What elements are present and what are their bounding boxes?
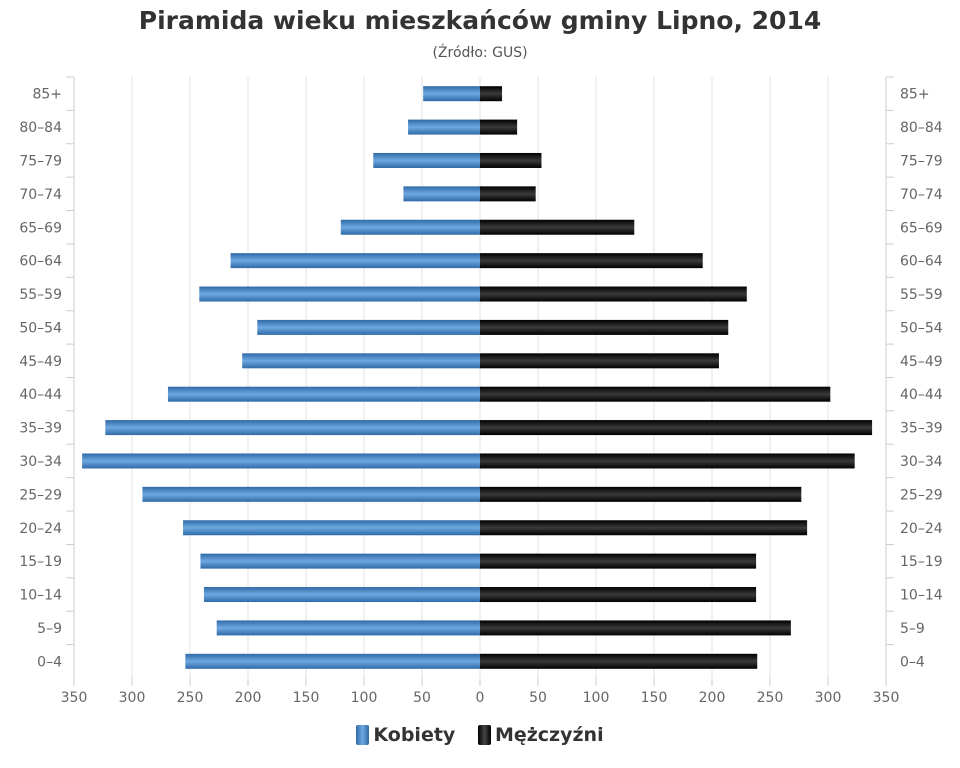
x-tick-label: 350 [873,690,900,706]
y-tick-label-left: 10–14 [19,588,62,604]
bar-mezczyzni-60-64 [480,253,703,269]
y-tick-label-right: 10–14 [900,588,943,604]
y-tick-label-left: 60–64 [19,254,62,270]
bar-kobiety-30-34 [82,453,481,469]
y-tick-label-left: 70–74 [19,187,62,203]
x-tick-label: 350 [61,690,88,706]
bar-kobiety-35-39 [105,420,480,436]
bar-mezczyzni-85+ [480,86,503,102]
y-tick-label-left: 50–54 [19,320,62,336]
bar-kobiety-70-74 [403,186,480,202]
y-tick-label-left: 80–84 [19,120,62,136]
y-tick-label-right: 15–19 [900,554,943,570]
bar-kobiety-10-14 [203,587,481,603]
legend-item-kobiety[interactable]: Kobiety [356,724,455,746]
x-tick-label: 150 [293,690,320,706]
bar-kobiety-0-4 [185,653,481,669]
y-tick-label-right: 55–59 [900,287,943,303]
legend-swatch-mezczyzni [477,725,491,745]
y-tick-label-right: 0–4 [900,654,925,670]
bar-mezczyzni-15-19 [480,553,757,569]
chart-title: Piramida wieku mieszkańców gminy Lipno, … [138,6,822,35]
bar-kobiety-50-54 [257,319,480,335]
bar-mezczyzni-50-54 [480,319,729,335]
x-tick-label: 0 [476,690,485,706]
y-tick-label-right: 20–24 [900,521,943,537]
bar-kobiety-85+ [423,86,480,102]
bar-mezczyzni-75-79 [480,152,542,168]
y-tick-label-right: 40–44 [900,387,943,403]
y-tick-label-right: 75–79 [900,153,943,169]
bar-mezczyzni-70-74 [480,186,536,202]
x-tick-label: 300 [815,690,842,706]
bar-mezczyzni-55-59 [480,286,747,302]
y-tick-label-left: 35–39 [19,421,62,437]
bar-mezczyzni-35-39 [480,420,873,436]
bar-mezczyzni-25-29 [480,486,802,502]
legend-swatch-kobiety [356,725,370,745]
y-tick-label-right: 70–74 [900,187,943,203]
y-tick-label-left: 45–49 [19,354,62,370]
y-tick-label-left: 65–69 [19,220,62,236]
bar-kobiety-40-44 [167,386,480,402]
y-tick-label-right: 30–34 [900,454,943,470]
y-tick-label-left: 30–34 [19,454,62,470]
y-tick-label-left: 85+ [32,87,62,103]
x-tick-label: 200 [699,690,726,706]
y-tick-label-right: 50–54 [900,320,943,336]
bar-kobiety-80-84 [408,119,480,135]
bar-mezczyzni-0-4 [480,653,758,669]
y-tick-label-left: 55–59 [19,287,62,303]
bar-mezczyzni-45-49 [480,353,719,369]
bar-mezczyzni-30-34 [480,453,855,469]
population-pyramid-chart: 350 300 250 200 150 100 50 0 50 100 150 200 250 300 35… [19,76,943,706]
x-tick-label: 50 [529,690,547,706]
bar-mezczyzni-40-44 [480,386,831,402]
legend: Kobiety Mężczyźni [0,724,960,750]
bar-kobiety-45-49 [242,353,480,369]
bar-mezczyzni-65-69 [480,219,635,235]
y-tick-label-left: 75–79 [19,153,62,169]
x-tick-label: 200 [235,690,262,706]
bar-kobiety-25-29 [142,486,480,502]
bar-mezczyzni-80-84 [480,119,518,135]
x-tick-label: 250 [757,690,784,706]
bar-mezczyzni-5-9 [480,620,791,636]
x-tick-label: 50 [413,690,431,706]
y-tick-label-right: 35–39 [900,421,943,437]
chart-subtitle: (Źródło: GUS) [432,45,528,61]
y-tick-label-left: 20–24 [19,521,62,537]
y-tick-label-right: 45–49 [900,354,943,370]
x-tick-label: 100 [351,690,378,706]
y-tick-label-left: 40–44 [19,387,62,403]
legend-label: Mężczyźni [494,724,604,746]
bar-mezczyzni-10-14 [480,587,757,603]
y-tick-label-right: 85+ [900,87,930,103]
bar-kobiety-60-64 [230,253,480,269]
bar-kobiety-75-79 [373,152,480,168]
bar-kobiety-5-9 [216,620,480,636]
bar-kobiety-65-69 [340,219,480,235]
x-tick-label: 250 [177,690,204,706]
y-tick-label-left: 0–4 [37,654,62,670]
y-tick-label-right: 60–64 [900,254,943,270]
x-tick-label: 300 [119,690,146,706]
legend-label: Kobiety [373,724,456,746]
legend-item-mezczyzni[interactable]: Mężczyźni [477,724,604,746]
y-tick-label-right: 65–69 [900,220,943,236]
bar-kobiety-20-24 [183,520,481,536]
bar-kobiety-55-59 [199,286,480,302]
x-tick-label: 100 [583,690,610,706]
y-tick-label-left: 15–19 [19,554,62,570]
y-tick-label-right: 5–9 [900,621,925,637]
x-tick-label: 150 [641,690,668,706]
bar-mezczyzni-20-24 [480,520,808,536]
bar-kobiety-15-19 [200,553,480,569]
y-tick-label-right: 25–29 [900,487,943,503]
y-tick-label-left: 25–29 [19,487,62,503]
y-tick-label-right: 80–84 [900,120,943,136]
y-tick-label-left: 5–9 [37,621,62,637]
